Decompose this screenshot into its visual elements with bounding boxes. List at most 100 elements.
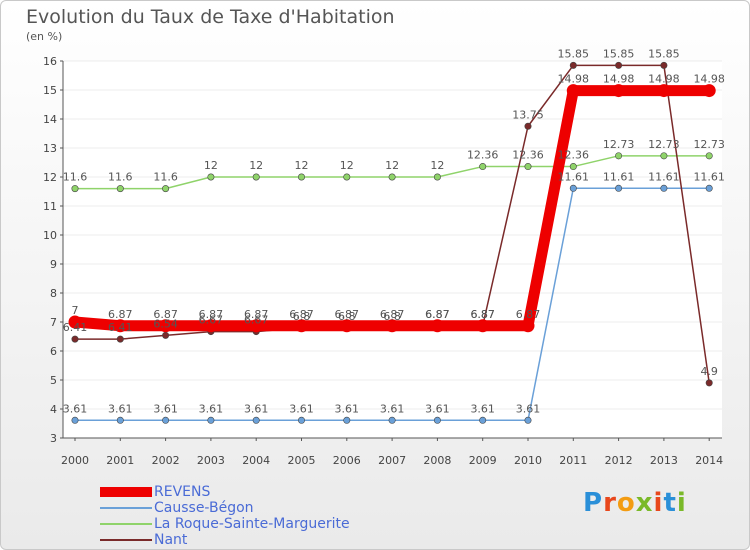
y-tick-label-10: 10 bbox=[43, 229, 57, 242]
data-label-revens-2004: 6.87 bbox=[244, 308, 269, 321]
x-tick-label-2003: 2003 bbox=[197, 454, 225, 467]
logo-letter: r bbox=[603, 488, 617, 518]
data-point-la-roque-sainte-marguerite-2011 bbox=[569, 163, 577, 171]
data-label-nant-2013: 15.85 bbox=[648, 47, 680, 60]
x-tick-label-2001: 2001 bbox=[106, 454, 134, 467]
data-point-nant-2010 bbox=[524, 122, 532, 130]
data-label-nant-2001: 6.41 bbox=[108, 321, 133, 334]
data-label-revens-2001: 6.87 bbox=[108, 308, 133, 321]
data-label-la-roque-sainte-marguerite-2000: 11.6 bbox=[63, 171, 88, 184]
axis-layer: 3 4 5 6 7 8 9 10 11 12 13 14 15 16 2000 2001 2002 2003 200… bbox=[43, 55, 723, 467]
x-tick-label-2012: 2012 bbox=[605, 454, 633, 467]
data-point-causse-begon-2004 bbox=[252, 416, 260, 424]
y-tick-label-3: 3 bbox=[50, 432, 57, 445]
legend-swatch-nant bbox=[100, 539, 152, 541]
y-tick-label-11: 11 bbox=[43, 200, 57, 213]
data-label-causse-begon-2008: 3.61 bbox=[425, 402, 450, 415]
data-label-revens-2000: 7 bbox=[72, 304, 79, 317]
data-point-nant-2014 bbox=[705, 379, 713, 387]
data-label-revens-2010: 6.87 bbox=[516, 308, 541, 321]
data-point-nant-2011 bbox=[569, 61, 577, 69]
data-label-la-roque-sainte-marguerite-2011: 12.36 bbox=[558, 149, 590, 162]
data-point-revens-2001 bbox=[113, 319, 127, 333]
data-point-la-roque-sainte-marguerite-2014 bbox=[705, 152, 713, 160]
data-label-nant-2005: 6.8 bbox=[293, 310, 311, 323]
data-point-revens-2010 bbox=[521, 319, 535, 333]
chart-title: Evolution du Taux de Taxe d'Habitation bbox=[26, 6, 395, 28]
x-tick-label-2009: 2009 bbox=[469, 454, 497, 467]
data-label-la-roque-sainte-marguerite-2008: 12 bbox=[430, 159, 444, 172]
data-label-causse-begon-2011: 11.61 bbox=[558, 170, 590, 183]
y-tick-label-16: 16 bbox=[43, 55, 57, 68]
data-point-la-roque-sainte-marguerite-2003 bbox=[207, 173, 215, 181]
data-label-causse-begon-2007: 3.61 bbox=[380, 402, 405, 415]
data-point-nant-2012 bbox=[615, 61, 623, 69]
y-tick-label-6: 6 bbox=[50, 345, 57, 358]
data-label-nant-2009: 6.87 bbox=[470, 308, 495, 321]
grid-layer bbox=[63, 60, 722, 439]
data-label-nant-2000: 6.41 bbox=[63, 321, 88, 334]
x-tick-label-2014: 2014 bbox=[695, 454, 723, 467]
data-point-causse-begon-2010 bbox=[524, 416, 532, 424]
data-point-revens-2013 bbox=[657, 84, 671, 98]
data-label-la-roque-sainte-marguerite-2006: 12 bbox=[340, 159, 354, 172]
data-point-causse-begon-2011 bbox=[569, 184, 577, 192]
y-tick-label-12: 12 bbox=[43, 171, 57, 184]
data-label-la-roque-sainte-marguerite-2001: 11.6 bbox=[108, 171, 133, 184]
y-tick-label-5: 5 bbox=[50, 374, 57, 387]
data-point-causse-begon-2000 bbox=[71, 416, 79, 424]
data-label-nant-2004: 6.67 bbox=[244, 314, 269, 327]
data-point-la-roque-sainte-marguerite-2010 bbox=[524, 163, 532, 171]
proxiti-logo: Proxiti bbox=[583, 488, 687, 518]
data-label-causse-begon-2003: 3.61 bbox=[199, 402, 224, 415]
logo-letter: P bbox=[583, 488, 604, 518]
data-label-layer: 7 6.87 6.87 6.87 6.87 6.87 6.87 6.87 6.87 6.87 6.8… bbox=[63, 47, 725, 415]
data-point-revens-2008 bbox=[430, 319, 444, 333]
data-point-la-roque-sainte-marguerite-2005 bbox=[297, 173, 305, 181]
plot-area bbox=[63, 61, 722, 438]
series-layer bbox=[68, 61, 716, 424]
chart-unit-label: (en %) bbox=[26, 30, 63, 43]
data-point-causse-begon-2012 bbox=[615, 184, 623, 192]
data-point-causse-begon-2006 bbox=[343, 416, 351, 424]
data-label-revens-2012: 14.98 bbox=[603, 73, 635, 86]
data-label-nant-2011: 15.85 bbox=[558, 47, 590, 60]
legend-swatch-causse-begon bbox=[100, 507, 152, 509]
legend-label-nant: Nant bbox=[154, 532, 188, 548]
data-label-causse-begon-2012: 11.61 bbox=[603, 170, 635, 183]
data-point-revens-2007 bbox=[385, 319, 399, 333]
x-tick-label-2008: 2008 bbox=[423, 454, 451, 467]
data-point-revens-2011 bbox=[566, 84, 580, 98]
y-tick-label-8: 8 bbox=[50, 287, 57, 300]
legend-label-causse-begon: Causse-Bégon bbox=[154, 500, 254, 516]
data-label-revens-2006: 6.87 bbox=[335, 308, 360, 321]
data-point-la-roque-sainte-marguerite-2008 bbox=[433, 173, 441, 181]
x-tick-label-2007: 2007 bbox=[378, 454, 406, 467]
x-tick-label-2010: 2010 bbox=[514, 454, 542, 467]
data-label-la-roque-sainte-marguerite-2005: 12 bbox=[295, 159, 309, 172]
data-point-nant-2002 bbox=[162, 331, 170, 339]
x-tick-label-2011: 2011 bbox=[559, 454, 587, 467]
data-label-la-roque-sainte-marguerite-2003: 12 bbox=[204, 159, 218, 172]
data-label-revens-2013: 14.98 bbox=[648, 73, 680, 86]
data-label-nant-2006: 6.8 bbox=[338, 310, 356, 323]
logo-letter: i bbox=[653, 488, 664, 518]
logo-letter: o bbox=[616, 488, 636, 518]
data-label-nant-2003: 6.67 bbox=[199, 314, 224, 327]
data-label-revens-2011: 14.98 bbox=[558, 73, 590, 86]
data-point-revens-2005 bbox=[295, 319, 308, 333]
data-label-nant-2002: 6.54 bbox=[153, 317, 178, 330]
data-point-causse-begon-2007 bbox=[388, 416, 396, 424]
data-point-causse-begon-2014 bbox=[705, 184, 713, 192]
x-tick-label-2000: 2000 bbox=[61, 454, 89, 467]
data-point-revens-2004 bbox=[249, 319, 263, 333]
data-point-revens-2014 bbox=[702, 84, 716, 98]
data-label-causse-begon-2005: 3.61 bbox=[289, 402, 314, 415]
y-tick-label-9: 9 bbox=[50, 258, 57, 271]
y-tick-label-13: 13 bbox=[43, 142, 57, 155]
data-point-revens-2002 bbox=[159, 319, 173, 333]
data-label-revens-2005: 6.87 bbox=[289, 308, 314, 321]
x-tick-label-2013: 2013 bbox=[650, 454, 678, 467]
legend-swatch-la-roque bbox=[100, 523, 152, 525]
y-tick-label-4: 4 bbox=[50, 403, 57, 416]
